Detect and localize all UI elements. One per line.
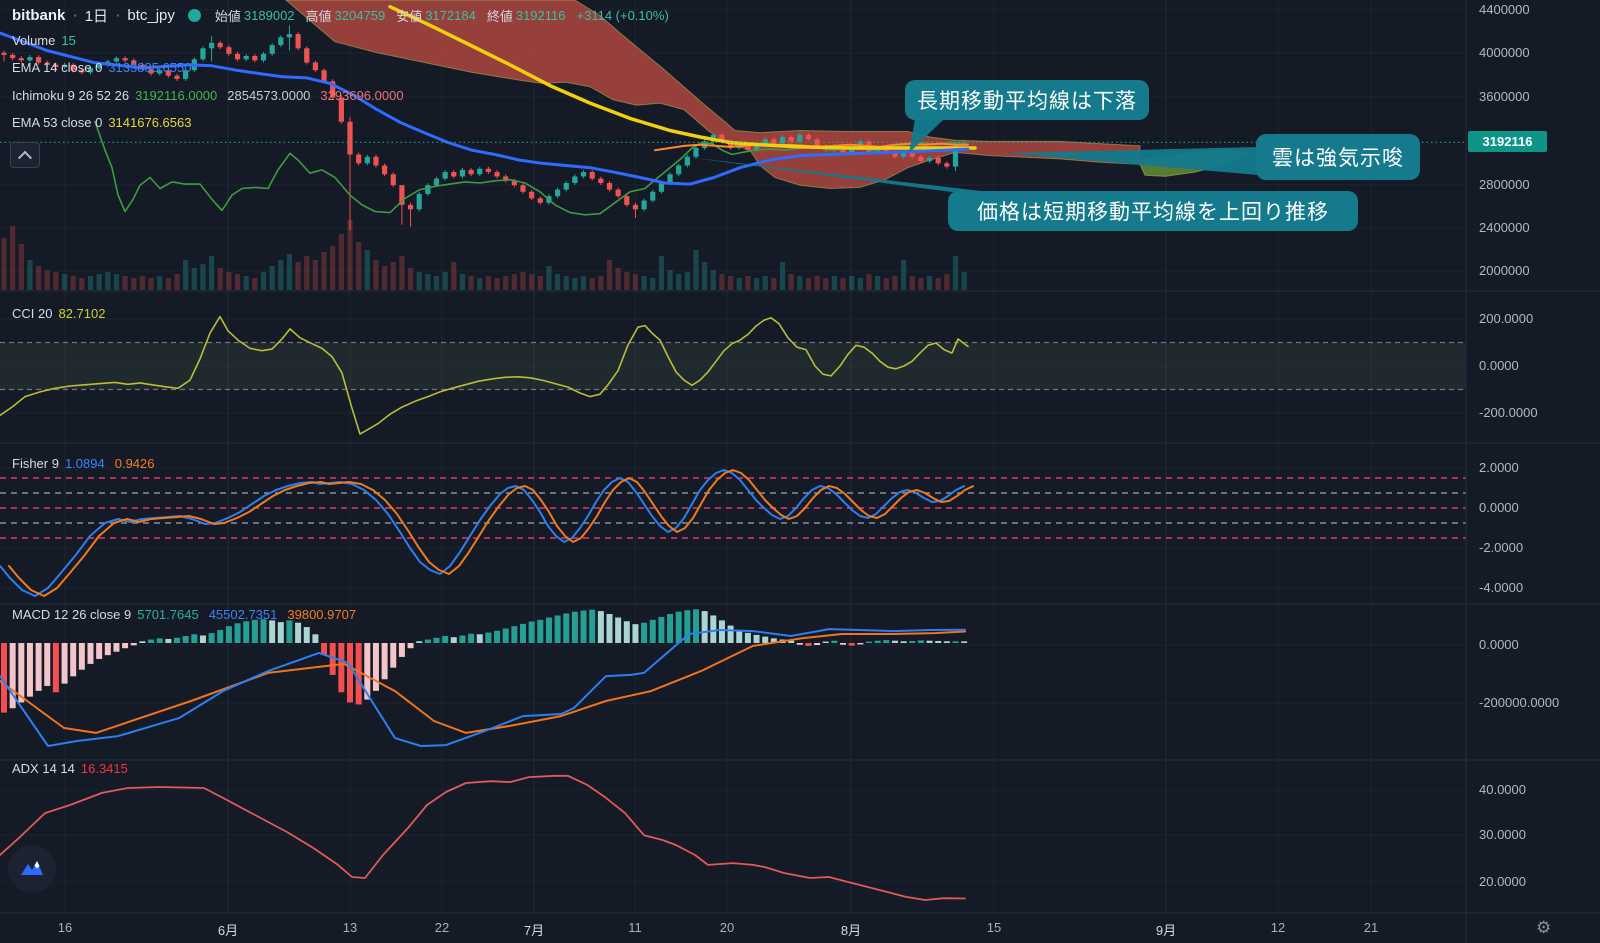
adx-value: 16.3415 xyxy=(80,761,128,776)
annotation-price-above-shortterm-ma[interactable]: 価格は短期移動平均線を上回り推移 xyxy=(948,191,1358,231)
time-tick-label: 12 xyxy=(1270,920,1286,935)
fisher-legend-row[interactable]: Fisher 9 1.0894 0.9426 xyxy=(12,456,165,471)
close-label: 終値 xyxy=(486,9,513,24)
ema14-legend-row[interactable]: EMA 14 close 0 3133885.6550 xyxy=(12,60,191,75)
adx-legend-row[interactable]: ADX 14 14 16.3415 xyxy=(12,761,128,776)
axis-tick-label: 2000000 xyxy=(1479,263,1530,278)
adx-label: ADX 14 14 xyxy=(12,761,75,776)
high-value: 3204759 xyxy=(334,8,386,23)
axis-tick-label: 4400000 xyxy=(1479,2,1530,17)
time-tick-label: 15 xyxy=(986,920,1002,935)
time-tick-label: 8月 xyxy=(840,923,862,938)
interval-label: 1日 xyxy=(84,8,109,25)
symbol-name: bitbank xyxy=(12,7,66,24)
ema14-value: 3133885.6550 xyxy=(108,60,192,75)
time-tick-label: 22 xyxy=(434,920,450,935)
axis-tick-label: 40.0000 xyxy=(1479,782,1526,797)
ema53-label: EMA 53 close 0 xyxy=(12,115,103,130)
axis-tick-label: 20.0000 xyxy=(1479,874,1526,889)
volume-label: Volume xyxy=(12,33,56,48)
axis-tick-label: -200.0000 xyxy=(1479,405,1538,420)
annotation-longterm-ma-falling[interactable]: 長期移動平均線は下落 xyxy=(905,80,1149,120)
low-value: 3172184 xyxy=(425,8,476,23)
axis-tick-label: 4000000 xyxy=(1479,45,1530,60)
tradingview-logo[interactable] xyxy=(8,845,56,893)
cci-value: 82.7102 xyxy=(58,306,106,321)
time-tick-label: 20 xyxy=(719,920,735,935)
ichimoku-legend-row[interactable]: Ichimoku 9 26 52 26 3192116.0000 2854573… xyxy=(12,88,414,103)
fisher-value: 1.0894 xyxy=(64,456,105,471)
ema14-label: EMA 14 close 0 xyxy=(12,60,103,75)
time-tick-label: 21 xyxy=(1363,920,1379,935)
annotation-cloud-bullish[interactable]: 雲は強気示唆 xyxy=(1256,134,1420,180)
ichimoku-base-value: 2854573.0000 xyxy=(227,88,311,103)
ichimoku-conversion-value: 3192116.0000 xyxy=(135,88,218,103)
axis-tick-label: 2.0000 xyxy=(1479,460,1519,475)
market-status-icon xyxy=(187,9,201,22)
time-tick-label: 16 xyxy=(57,920,73,935)
ichimoku-lagging-value: 3293696.0000 xyxy=(320,88,404,103)
macd-legend-row[interactable]: MACD 12 26 close 9 5701.7645 45502.7351 … xyxy=(12,607,366,622)
macd-label: MACD 12 26 close 9 xyxy=(12,607,132,622)
chevron-up-icon xyxy=(17,150,33,165)
time-tick-label: 9月 xyxy=(1155,923,1177,938)
axis-tick-label: 200.0000 xyxy=(1479,311,1534,326)
symbol-legend-row[interactable]: bitbank · 1日 · btc_jpy 始値 3189002 高値 320… xyxy=(12,5,669,26)
axis-settings-gear-icon[interactable]: ⚙ xyxy=(1536,918,1552,937)
fisher-trigger-value: 0.9426 xyxy=(114,456,155,471)
axis-tick-label: -200000.0000 xyxy=(1479,695,1560,710)
mountain-chart-icon xyxy=(21,861,43,875)
time-tick-label: 6月 xyxy=(217,923,239,938)
volume-value: 15 xyxy=(61,33,76,48)
volume-legend-row[interactable]: Volume 15 xyxy=(12,33,76,48)
macd-line-value: 45502.7351 xyxy=(208,607,278,622)
time-tick-label: 11 xyxy=(628,920,642,935)
low-label: 安値 xyxy=(396,9,423,24)
ema53-legend-row[interactable]: EMA 53 close 0 3141676.6563 xyxy=(12,115,191,130)
fisher-label: Fisher 9 xyxy=(12,456,59,471)
time-tick-label: 13 xyxy=(342,920,358,935)
separator-dot: · xyxy=(73,8,78,23)
cci-label: CCI 20 xyxy=(12,306,53,321)
time-tick-label: 7月 xyxy=(523,923,545,938)
close-value: 3192116 xyxy=(515,8,566,23)
pair-label: btc_jpy xyxy=(127,7,175,24)
axis-tick-label: 3600000 xyxy=(1479,89,1530,104)
axis-tick-label: -4.0000 xyxy=(1479,580,1524,595)
high-label: 高値 xyxy=(305,9,332,24)
axis-tick-label: 0.0000 xyxy=(1479,500,1519,515)
macd-signal-value: 39800.9707 xyxy=(287,607,357,622)
current-price-badge: 3192116 xyxy=(1468,131,1547,152)
macd-hist-value: 5701.7645 xyxy=(137,607,199,622)
ema53-value: 3141676.6563 xyxy=(108,115,192,130)
axis-tick-label: 0.0000 xyxy=(1479,358,1519,373)
axis-tick-label: 30.0000 xyxy=(1479,827,1526,842)
ichimoku-label: Ichimoku 9 26 52 26 xyxy=(12,88,130,103)
axis-tick-label: 2400000 xyxy=(1479,220,1530,235)
axis-tick-label: 0.0000 xyxy=(1479,637,1519,652)
cci-legend-row[interactable]: CCI 20 82.7102 xyxy=(12,306,105,321)
open-value: 3189002 xyxy=(243,8,295,23)
separator-dot: · xyxy=(116,8,121,23)
collapse-panel-button[interactable] xyxy=(10,142,40,168)
axis-tick-label: -2.0000 xyxy=(1479,540,1524,555)
open-label: 始値 xyxy=(214,9,241,24)
axis-tick-label: 2800000 xyxy=(1479,177,1530,192)
change-value: +3114 (+0.10%) xyxy=(576,8,669,23)
